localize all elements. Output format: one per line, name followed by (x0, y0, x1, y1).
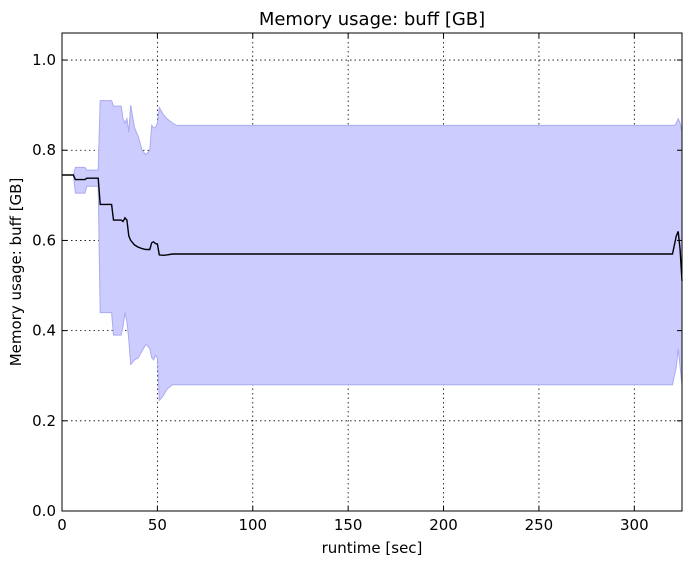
y-tick-label: 0.6 (32, 231, 56, 249)
y-tick-label: 0.4 (32, 322, 56, 340)
y-tick-label: 0.2 (32, 412, 56, 430)
y-tick-label: 1.0 (32, 51, 56, 69)
plot-frame (61, 32, 683, 512)
x-tick-label: 0 (57, 516, 67, 534)
x-tick-label: 300 (620, 516, 649, 534)
y-tick-label: 0.8 (32, 141, 56, 159)
y-axis-label: Memory usage: buff [GB] (7, 178, 25, 367)
x-tick-label: 200 (429, 516, 458, 534)
ticks-layer: 0 50 100 150 200 250 300 0.0 0.2 0.4 0.6 0.8 1.0 (32, 33, 682, 534)
x-axis-label: runtime [sec] (322, 539, 423, 557)
x-tick-label: 100 (238, 516, 267, 534)
x-tick-label: 250 (525, 516, 554, 534)
x-tick-label: 150 (334, 516, 363, 534)
chart-title: Memory usage: buff [GB] (259, 9, 485, 30)
mean-line (62, 174, 683, 282)
x-tick-label: 50 (148, 516, 167, 534)
y-tick-label: 0.0 (32, 502, 56, 520)
std-band (62, 100, 683, 402)
